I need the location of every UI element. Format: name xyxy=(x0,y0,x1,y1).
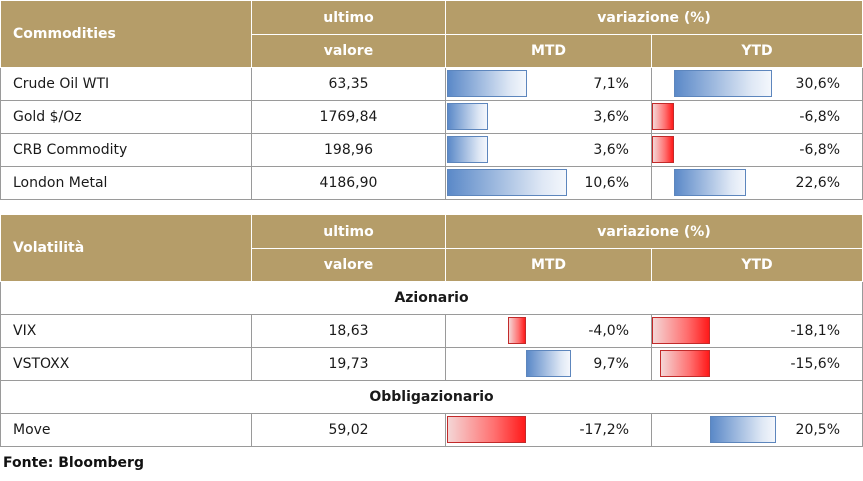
mtd-header: MTD xyxy=(445,34,652,68)
mtd-header: MTD xyxy=(445,248,652,282)
row-ytd-value: -15,6% xyxy=(790,356,841,372)
section-equity: Azionario xyxy=(0,281,863,315)
row-ytd-value: 20,5% xyxy=(795,422,841,438)
row-last-value: 63,35 xyxy=(251,67,446,101)
row-last-value: 18,63 xyxy=(251,314,446,348)
last-value-header-bottom: valore xyxy=(251,34,446,68)
mtd-bar xyxy=(447,169,567,196)
row-ytd-cell: 30,6% xyxy=(650,67,863,101)
row-ytd-cell: 22,6% xyxy=(650,166,863,200)
mtd-bar xyxy=(446,416,526,443)
row-mtd-cell: 3,6% xyxy=(445,133,652,167)
row-name: VIX xyxy=(0,314,252,348)
row-last-value: 19,73 xyxy=(251,347,446,381)
ytd-header: YTD xyxy=(650,34,863,68)
section-bond: Obbligazionario xyxy=(0,380,863,414)
row-mtd-value: -17,2% xyxy=(579,422,629,438)
commodities-header-label: Commodities xyxy=(0,0,252,68)
row-ytd-value: 30,6% xyxy=(795,76,841,92)
mtd-bar xyxy=(507,317,526,344)
row-ytd-value: -18,1% xyxy=(790,323,841,339)
row-last-value: 59,02 xyxy=(251,413,446,447)
table-row: Crude Oil WTI 63,35 7,1% 30,6% xyxy=(0,67,863,101)
row-ytd-value: -6,8% xyxy=(799,142,841,158)
row-mtd-value: 10,6% xyxy=(584,175,629,191)
ytd-bar xyxy=(652,103,674,130)
ytd-bar xyxy=(674,70,772,97)
last-value-header-top: ultimo xyxy=(251,214,446,249)
row-name: Gold $/Oz xyxy=(0,100,252,134)
table-row: Gold $/Oz 1769,84 3,6% -6,8% xyxy=(0,100,863,134)
row-ytd-value: 22,6% xyxy=(795,175,841,191)
row-last-value: 1769,84 xyxy=(251,100,446,134)
table-row: VSTOXX 19,73 9,7% -15,6% xyxy=(0,347,863,381)
ytd-header: YTD xyxy=(650,248,863,282)
row-ytd-value: -6,8% xyxy=(799,109,841,125)
row-name: Move xyxy=(0,413,252,447)
row-mtd-cell: 3,6% xyxy=(445,100,652,134)
row-mtd-cell: 7,1% xyxy=(445,67,652,101)
source-note: Fonte: Bloomberg xyxy=(3,455,144,471)
row-mtd-cell: -17,2% xyxy=(445,413,652,447)
ytd-bar xyxy=(674,169,747,196)
row-last-value: 198,96 xyxy=(251,133,446,167)
ytd-bar xyxy=(652,136,674,163)
volatility-table: Volatilità ultimo variazione (%) valore … xyxy=(0,214,863,447)
ytd-bar xyxy=(660,350,710,377)
row-ytd-cell: -6,8% xyxy=(650,100,863,134)
change-header: variazione (%) xyxy=(444,214,863,249)
ytd-bar xyxy=(710,416,776,443)
commodities-table: Commodities ultimo variazione (%) valore… xyxy=(0,0,863,200)
row-ytd-cell: 20,5% xyxy=(650,413,863,447)
row-ytd-cell: -18,1% xyxy=(650,314,863,348)
row-ytd-cell: -6,8% xyxy=(650,133,863,167)
row-ytd-cell: -15,6% xyxy=(650,347,863,381)
change-header: variazione (%) xyxy=(444,0,863,35)
row-mtd-value: 9,7% xyxy=(593,356,629,372)
row-name: Crude Oil WTI xyxy=(0,67,252,101)
last-value-header-top: ultimo xyxy=(251,0,446,35)
mtd-bar xyxy=(447,70,528,97)
row-mtd-value: 3,6% xyxy=(593,109,629,125)
row-mtd-cell: 10,6% xyxy=(445,166,652,200)
ytd-bar xyxy=(652,317,710,344)
last-value-header-bottom: valore xyxy=(251,248,446,282)
table-row: Move 59,02 -17,2% 20,5% xyxy=(0,413,863,447)
row-name: CRB Commodity xyxy=(0,133,252,167)
row-mtd-cell: -4,0% xyxy=(445,314,652,348)
row-name: VSTOXX xyxy=(0,347,252,381)
row-mtd-value: 3,6% xyxy=(593,142,629,158)
table-row: VIX 18,63 -4,0% -18,1% xyxy=(0,314,863,348)
table-row: London Metal 4186,90 10,6% 22,6% xyxy=(0,166,863,200)
row-mtd-value: 7,1% xyxy=(593,76,629,92)
mtd-bar xyxy=(447,103,488,130)
mtd-bar xyxy=(447,136,488,163)
row-mtd-value: -4,0% xyxy=(588,323,629,339)
row-name: London Metal xyxy=(0,166,252,200)
volatility-header-label: Volatilità xyxy=(0,214,252,282)
mtd-bar xyxy=(526,350,571,377)
row-last-value: 4186,90 xyxy=(251,166,446,200)
row-mtd-cell: 9,7% xyxy=(445,347,652,381)
table-row: CRB Commodity 198,96 3,6% -6,8% xyxy=(0,133,863,167)
